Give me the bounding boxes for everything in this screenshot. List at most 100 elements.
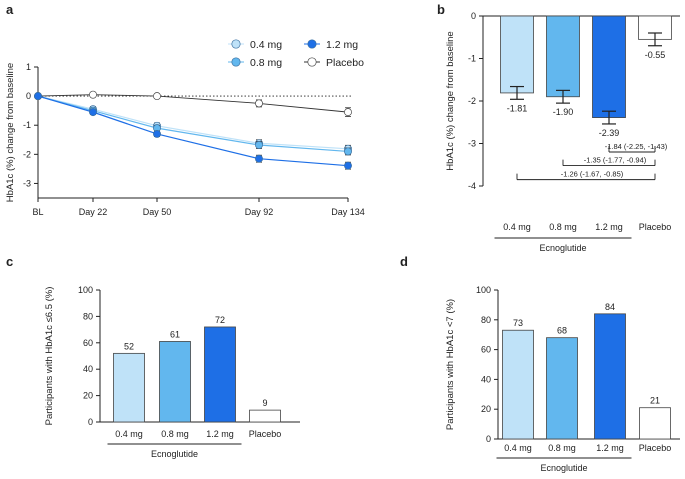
x-category-label: 0.8 mg xyxy=(161,429,189,439)
panel-b-bar-chart: 0 -1 -2 -3 -4 -1.81 0.4 mg -1.90 0.8 mg -2.39 1.2 … xyxy=(445,11,680,253)
data-label: 72 xyxy=(215,315,225,325)
bar-0.4-mg xyxy=(502,329,534,440)
y-tick-label: 60 xyxy=(481,345,491,355)
data-label: 61 xyxy=(170,329,180,339)
panel-label-d: d xyxy=(400,254,408,269)
data-label: 68 xyxy=(557,326,567,336)
y-tick-label: 60 xyxy=(83,338,93,348)
data-label: 73 xyxy=(513,318,523,328)
x-category-label: Placebo xyxy=(639,222,672,232)
panel-a-line-chart: 1 0 -1 -2 -3 BL Day 22 Day 50 Day 92 Day 134 HbA1c… xyxy=(5,39,365,217)
y-axis-title: HbA1c (%) change from baseline xyxy=(5,63,16,202)
y-tick-label: 0 xyxy=(88,417,93,427)
panel-d-bar-chart: 0 20 40 60 80 100 73 0.4 mg 68 0.8 mg 84 1.2 mg 21 Pl… xyxy=(445,285,680,473)
group-label: Ecnoglutide xyxy=(539,243,586,253)
bar-1.2-mg xyxy=(594,313,626,440)
data-point xyxy=(344,147,352,156)
panel-label-b: b xyxy=(437,2,445,17)
data-label: 52 xyxy=(124,341,134,351)
y-tick-label: -2 xyxy=(468,96,476,106)
data-point xyxy=(153,130,161,138)
y-tick-label: 40 xyxy=(83,364,93,374)
data-point xyxy=(89,108,97,117)
y-tick-label: 40 xyxy=(481,374,491,384)
data-point xyxy=(153,92,161,101)
y-axis-title: Participants with HbA1c ≤6.5 (%) xyxy=(44,287,55,426)
series-line-1.2-mg xyxy=(37,95,349,167)
y-tick-label: 0 xyxy=(471,11,476,21)
y-tick-label: 100 xyxy=(78,285,93,295)
x-category-label: 0.4 mg xyxy=(503,222,531,232)
legend-label: Placebo xyxy=(326,57,364,69)
legend-label: 0.4 mg xyxy=(250,39,282,51)
x-tick-label: BL xyxy=(32,207,43,217)
data-label: -1.81 xyxy=(507,103,528,113)
bar-0.8-mg xyxy=(546,15,580,98)
y-tick-label: -3 xyxy=(468,139,476,149)
legend-marker xyxy=(307,39,317,49)
x-category-label: 1.2 mg xyxy=(596,443,624,453)
legend-label: 1.2 mg xyxy=(326,39,358,51)
x-category-label: 0.8 mg xyxy=(549,222,577,232)
y-tick-label: -3 xyxy=(23,178,31,188)
y-tick-label: -4 xyxy=(468,181,476,191)
y-tick-label: -2 xyxy=(23,149,31,159)
data-point xyxy=(344,108,352,117)
bar-1.2-mg xyxy=(204,326,236,423)
group-label: Ecnoglutide xyxy=(540,463,587,473)
panel-label-a: a xyxy=(6,2,14,17)
x-category-label: 1.2 mg xyxy=(206,429,234,439)
data-point xyxy=(255,141,263,149)
y-tick-label: 1 xyxy=(26,62,31,72)
panel-label-c: c xyxy=(6,254,13,269)
data-point xyxy=(255,99,263,108)
x-category-label: 1.2 mg xyxy=(595,222,623,232)
data-label: -2.39 xyxy=(599,128,620,138)
bar-0.8-mg xyxy=(159,341,191,423)
legend-marker xyxy=(231,57,241,67)
y-tick-label: 100 xyxy=(476,285,491,295)
bar-0.4-mg xyxy=(113,352,145,423)
x-category-label: Placebo xyxy=(639,443,672,453)
y-tick-label: 0 xyxy=(26,91,31,101)
y-tick-label: 20 xyxy=(481,404,491,414)
x-category-label: Placebo xyxy=(249,429,282,439)
x-category-label: 0.4 mg xyxy=(115,429,143,439)
legend-marker xyxy=(231,39,241,49)
bar-1.2-mg xyxy=(592,15,626,118)
y-tick-label: 80 xyxy=(83,311,93,321)
y-axis-title: Participants with HbA1c <7 (%) xyxy=(445,299,456,430)
y-tick-label: 20 xyxy=(83,391,93,401)
data-label: 21 xyxy=(650,396,660,406)
comparison-label: -1.35 (-1.77, -0.94) xyxy=(584,156,647,165)
y-tick-label: -1 xyxy=(468,54,476,64)
x-tick-label: Day 50 xyxy=(143,207,172,217)
x-tick-label: Day 134 xyxy=(331,207,365,217)
data-point xyxy=(255,154,263,163)
data-label: -1.90 xyxy=(553,107,574,117)
bar-0.4-mg xyxy=(500,15,534,94)
comparison-label: -1.26 (-1.67, -0.85) xyxy=(561,170,624,179)
data-point xyxy=(344,161,352,170)
data-point xyxy=(89,90,97,99)
data-label: 84 xyxy=(605,302,615,312)
legend-marker xyxy=(307,57,317,67)
group-label: Ecnoglutide xyxy=(151,449,198,459)
y-tick-label: 0 xyxy=(486,434,491,444)
x-category-label: 0.4 mg xyxy=(504,443,532,453)
y-tick-label: 80 xyxy=(481,315,491,325)
x-category-label: 0.8 mg xyxy=(548,443,576,453)
panel-c-bar-chart: 0 20 40 60 80 100 52 0.4 mg 61 0.8 mg 72 1.2 mg 9 Pla… xyxy=(44,285,300,459)
y-axis-title: HbA1c (%) change from baseline xyxy=(445,31,456,170)
data-label: 9 xyxy=(262,398,267,408)
bar-0.8-mg xyxy=(546,337,578,440)
data-point xyxy=(34,92,42,101)
data-label: -0.55 xyxy=(645,50,666,60)
y-tick-label: -1 xyxy=(23,120,31,130)
x-tick-label: Day 92 xyxy=(245,207,274,217)
bar-placebo xyxy=(249,409,281,423)
x-tick-label: Day 22 xyxy=(79,207,108,217)
comparison-label: -1.84 (-2.25, -1.43) xyxy=(605,142,668,151)
legend-label: 0.8 mg xyxy=(250,57,282,69)
